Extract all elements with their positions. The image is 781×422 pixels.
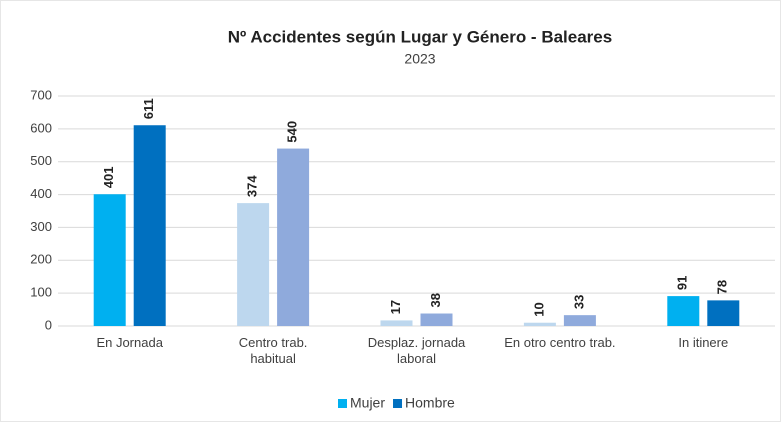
data-label: 401	[101, 167, 116, 189]
data-label: 17	[388, 300, 403, 314]
y-tick-label: 500	[30, 153, 52, 168]
data-label: 78	[715, 280, 730, 294]
x-tick-label: Desplaz. jornada laboral	[368, 335, 466, 366]
legend-swatch	[338, 399, 347, 408]
chart-subtitle: 2023	[404, 51, 435, 67]
bar	[93, 194, 126, 326]
bar	[237, 203, 270, 326]
legend-label: Mujer	[350, 395, 385, 411]
x-tick-label: En otro centro trab.	[504, 335, 615, 350]
data-label: 540	[285, 121, 300, 143]
x-tick-label: Centro trab. habitual	[239, 335, 308, 366]
y-tick-label: 100	[30, 285, 52, 300]
y-tick-label: 400	[30, 186, 52, 201]
x-tick-label: In itinere	[678, 335, 728, 350]
legend-swatch	[393, 399, 403, 408]
bar	[523, 322, 556, 326]
legend-label: Hombre	[405, 395, 455, 411]
data-label: 91	[675, 276, 690, 290]
bar	[563, 315, 596, 326]
data-label: 10	[531, 302, 546, 316]
chart-title: Nº Accidentes según Lugar y Género - Bal…	[228, 27, 612, 46]
bar	[667, 296, 700, 326]
x-tick-label: En Jornada	[96, 335, 163, 350]
bar	[380, 320, 413, 326]
bar	[420, 313, 453, 326]
data-label: 38	[428, 293, 443, 307]
data-label: 33	[571, 295, 586, 309]
bar	[707, 300, 740, 326]
data-label: 374	[245, 175, 260, 197]
data-label: 611	[141, 98, 156, 119]
bar	[277, 148, 310, 326]
y-tick-label: 600	[30, 120, 52, 135]
y-tick-label: 200	[30, 252, 52, 267]
y-tick-label: 0	[45, 317, 52, 332]
y-tick-label: 700	[30, 87, 52, 102]
bar	[133, 125, 166, 326]
y-tick-label: 300	[30, 219, 52, 234]
